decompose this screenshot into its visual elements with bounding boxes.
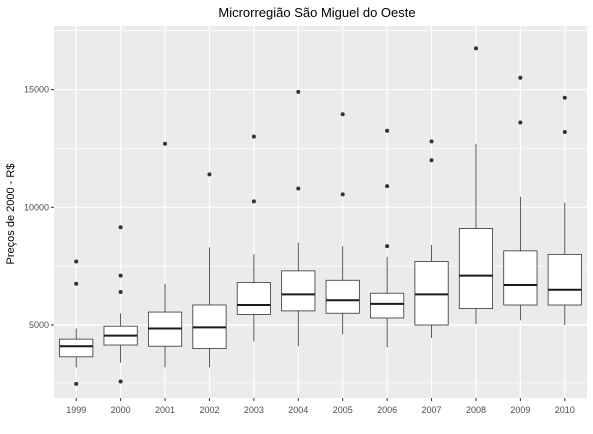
outlier-point: [251, 134, 256, 139]
outlier-point: [385, 128, 390, 133]
outlier-point: [562, 129, 567, 134]
outlier-point: [385, 244, 390, 249]
y-tick-label: 5000: [29, 320, 49, 330]
outlier-point: [340, 112, 345, 117]
box-series: [59, 46, 582, 386]
box-2004: [281, 89, 316, 347]
outlier-point: [518, 75, 523, 80]
outlier-point: [473, 46, 478, 51]
x-tick-label: 2009: [510, 405, 530, 415]
box-2010: [547, 95, 582, 326]
box-2000: [103, 225, 138, 384]
box-2008: [458, 46, 494, 324]
box-iqr: [503, 250, 538, 306]
outlier-point: [74, 281, 79, 286]
box-2006: [370, 128, 405, 348]
x-tick-label: 2005: [333, 405, 353, 415]
x-tick-label: 1999: [66, 405, 86, 415]
box-iqr: [370, 292, 405, 319]
box-2002: [192, 172, 227, 368]
outlier-point: [118, 225, 123, 230]
box-iqr: [59, 338, 94, 358]
outlier-point: [296, 89, 301, 94]
x-tick-label: 2004: [288, 405, 308, 415]
outlier-point: [429, 139, 434, 144]
outlier-point: [562, 95, 567, 100]
box-iqr: [325, 279, 360, 314]
y-tick-label: 15000: [24, 85, 49, 95]
y-tick-label: 10000: [24, 202, 49, 212]
outlier-point: [74, 259, 79, 264]
x-tick-label: 2010: [555, 405, 575, 415]
outlier-point: [296, 186, 301, 191]
outlier-point: [118, 379, 123, 384]
box-iqr: [547, 253, 582, 306]
outlier-point: [385, 184, 390, 189]
box-iqr: [414, 261, 449, 326]
x-tick-label: 2002: [199, 405, 219, 415]
outlier-point: [251, 199, 256, 204]
chart-title: Microrregião São Miguel do Oeste: [218, 5, 415, 20]
outlier-point: [118, 290, 123, 295]
outlier-point: [163, 141, 168, 146]
outlier-point: [207, 172, 212, 177]
x-tick-label: 2000: [111, 405, 131, 415]
box-2001: [147, 141, 183, 368]
x-tick-label: 2003: [244, 405, 264, 415]
box-2007: [414, 139, 449, 338]
box-2005: [325, 112, 360, 335]
outlier-point: [118, 273, 123, 278]
box-2003: [236, 134, 271, 342]
box-iqr: [458, 228, 494, 309]
x-axis-ticks: 1999 2000 2001 2002 2003 2004 2005 2006 2007 2008…: [66, 398, 575, 415]
x-tick-label: 2008: [466, 405, 486, 415]
box-1999: [59, 259, 94, 386]
x-tick-label: 2001: [155, 405, 175, 415]
outlier-point: [74, 381, 79, 386]
outlier-point: [518, 120, 523, 125]
y-axis-ticks: 5000 10000 15000: [24, 85, 54, 330]
outlier-point: [429, 158, 434, 163]
x-tick-label: 2006: [377, 405, 397, 415]
outlier-point: [340, 192, 345, 197]
box-iqr: [236, 282, 271, 315]
box-iqr: [281, 270, 316, 312]
box-2009: [503, 75, 538, 321]
x-tick-label: 2007: [422, 405, 442, 415]
y-axis-label: Preços de 2000 - R$: [5, 164, 17, 265]
plot-panel: [54, 26, 587, 398]
